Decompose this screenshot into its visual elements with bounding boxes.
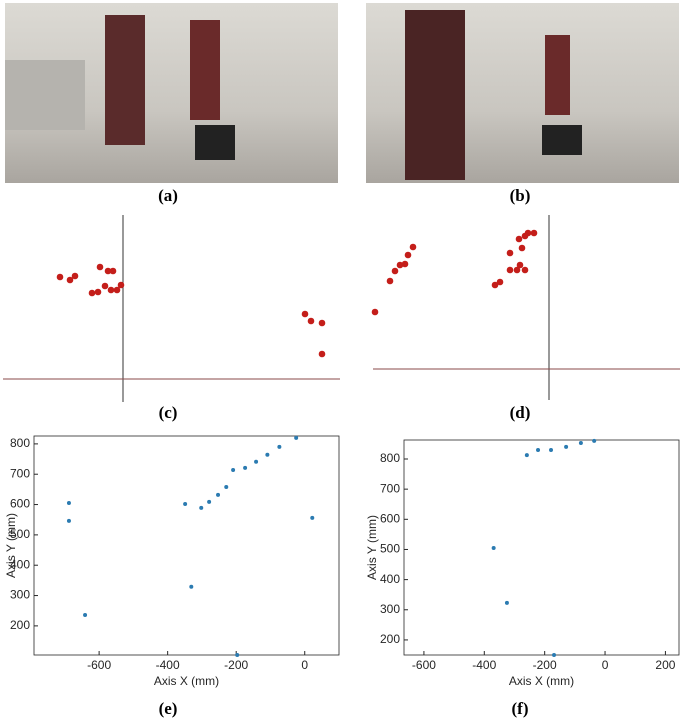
axes-box	[403, 439, 680, 656]
x-axis-label: Axis X (mm)	[509, 674, 574, 688]
point	[231, 467, 236, 472]
x-tick-label: -600	[412, 658, 436, 672]
point	[88, 289, 96, 297]
point	[107, 286, 115, 294]
point	[109, 267, 117, 275]
point	[310, 515, 315, 520]
point	[189, 584, 194, 589]
point	[101, 282, 109, 290]
point	[530, 229, 538, 237]
x-tick-label: -400	[472, 658, 496, 672]
point	[318, 319, 326, 327]
y-tick-label: 300	[380, 602, 400, 616]
point	[56, 273, 64, 281]
point	[277, 444, 282, 449]
point	[83, 612, 88, 617]
y-axis-label: Axis Y (mm)	[4, 513, 18, 578]
x-tick-label: -200	[533, 658, 557, 672]
y-tick-label: 700	[10, 466, 30, 480]
point	[94, 288, 102, 296]
point	[243, 465, 248, 470]
caption: (a)	[158, 186, 178, 205]
point	[524, 229, 532, 237]
y-tick-label: 400	[10, 557, 30, 571]
x-tick-label: -400	[156, 658, 180, 672]
point	[518, 244, 526, 252]
point	[496, 278, 504, 286]
caption: (b)	[510, 186, 531, 205]
y-tick-label: 600	[10, 497, 30, 511]
point	[207, 499, 212, 504]
point	[578, 441, 583, 446]
point	[521, 266, 529, 274]
point	[254, 459, 259, 464]
point	[71, 272, 79, 280]
y-tick-label: 200	[380, 632, 400, 646]
point	[183, 501, 188, 506]
point	[66, 276, 74, 284]
point	[506, 266, 514, 274]
point	[506, 249, 514, 257]
point	[235, 653, 240, 657]
point	[524, 453, 529, 458]
point	[513, 266, 521, 274]
photo-a: (a)	[5, 3, 338, 205]
y-tick-label: 800	[10, 436, 30, 450]
point	[564, 444, 569, 449]
photo-b: (b)	[366, 3, 679, 205]
point	[386, 277, 394, 285]
point	[307, 317, 315, 325]
point	[549, 447, 554, 452]
point	[404, 251, 412, 259]
point	[117, 281, 125, 289]
point	[199, 505, 204, 510]
y-tick-label: 500	[380, 542, 400, 556]
point	[113, 286, 121, 294]
point	[66, 501, 71, 506]
point	[552, 653, 557, 657]
y-tick-label: 500	[10, 527, 30, 541]
point	[401, 260, 409, 268]
y-tick-label: 700	[380, 481, 400, 495]
point	[491, 281, 499, 289]
point	[224, 484, 229, 489]
point	[409, 243, 417, 251]
x-tick-label: 0	[301, 658, 308, 672]
point	[491, 545, 496, 550]
caption: (d)	[510, 403, 531, 422]
point	[216, 492, 221, 497]
y-tick-label: 800	[380, 451, 400, 465]
point	[516, 261, 524, 269]
x-tick-label: -600	[87, 658, 111, 672]
point	[96, 263, 104, 271]
point	[396, 261, 404, 269]
y-tick-label: 400	[380, 572, 400, 586]
axes-box	[33, 435, 340, 656]
point	[371, 308, 379, 316]
point	[104, 267, 112, 275]
point	[504, 600, 509, 605]
caption: (c)	[159, 403, 178, 422]
y-tick-label: 300	[10, 588, 30, 602]
point	[301, 310, 309, 318]
y-axis-label: Axis Y (mm)	[365, 515, 379, 580]
x-tick-label: 200	[655, 658, 675, 672]
x-axis-label: Axis X (mm)	[154, 674, 219, 688]
x-tick-label: -200	[224, 658, 248, 672]
caption: (f)	[512, 699, 529, 718]
point	[592, 438, 597, 443]
y-tick-label: 200	[10, 618, 30, 632]
point	[391, 267, 399, 275]
point	[294, 435, 299, 440]
point	[265, 452, 270, 457]
point	[515, 235, 523, 243]
x-tick-label: 0	[602, 658, 609, 672]
caption: (e)	[159, 699, 178, 718]
point	[66, 518, 71, 523]
y-tick-label: 600	[380, 511, 400, 525]
point	[318, 350, 326, 358]
point	[536, 447, 541, 452]
